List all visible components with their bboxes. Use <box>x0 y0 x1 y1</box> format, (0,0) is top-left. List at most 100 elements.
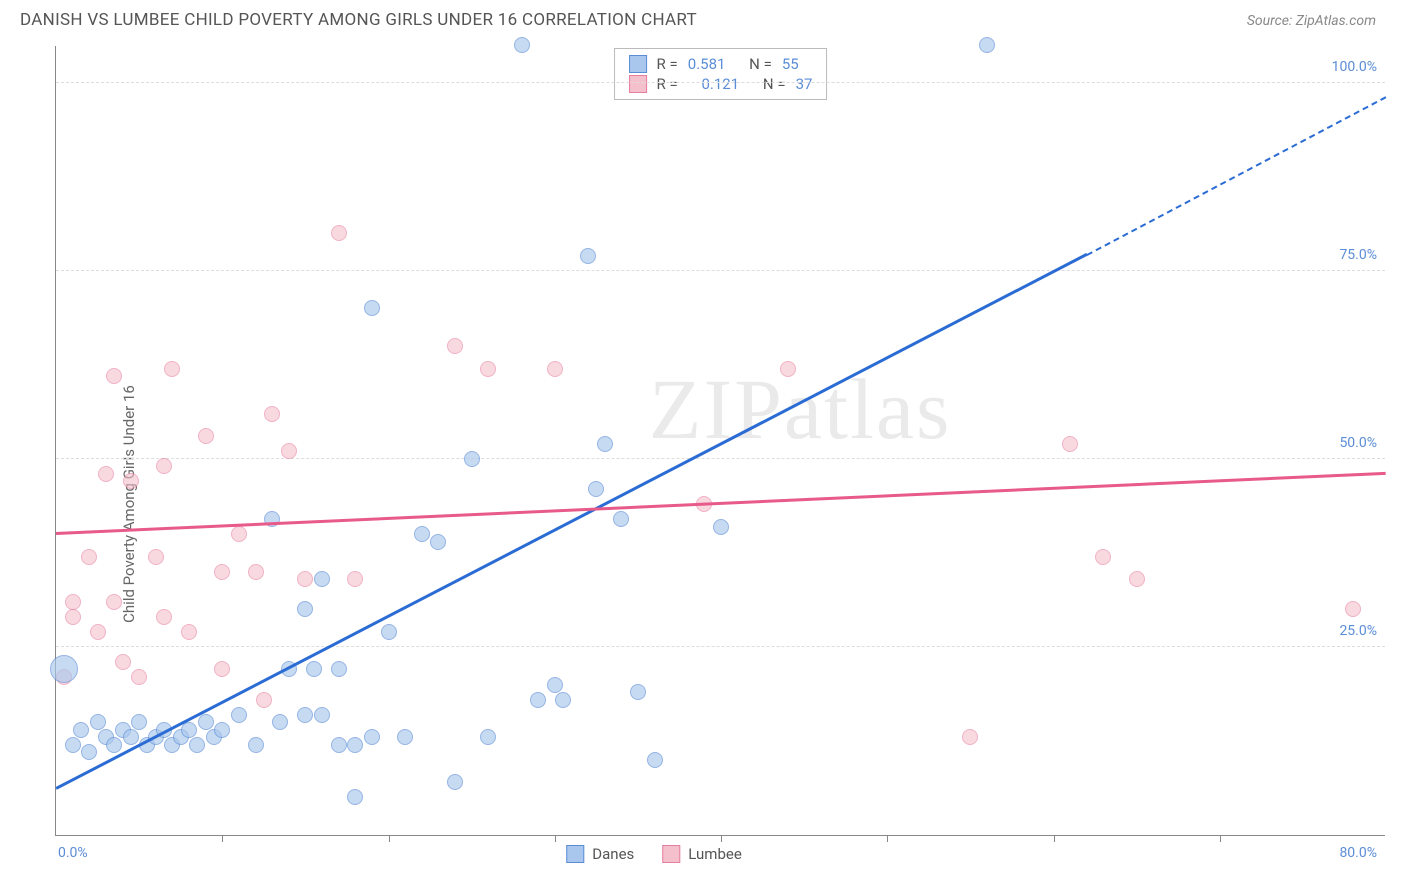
legend-item-danes: Danes <box>566 845 634 863</box>
trendline-danes-extrapolated <box>1086 96 1386 256</box>
data-point-danes <box>248 737 264 753</box>
legend-label-lumbee: Lumbee <box>688 845 742 863</box>
data-point-danes <box>414 526 430 542</box>
data-point-danes <box>106 737 122 753</box>
data-point-danes <box>630 684 646 700</box>
data-point-danes <box>381 624 397 640</box>
x-tick <box>389 835 390 842</box>
stats-r-danes: 0.581 <box>688 55 726 73</box>
data-point-lumbee <box>65 594 81 610</box>
x-tick <box>1220 835 1221 842</box>
swatch-lumbee-icon <box>662 845 680 863</box>
data-point-danes <box>81 744 97 760</box>
data-point-lumbee <box>480 361 496 377</box>
data-point-danes <box>397 729 413 745</box>
data-point-lumbee <box>81 549 97 565</box>
data-point-lumbee <box>1095 549 1111 565</box>
data-point-lumbee <box>264 406 280 422</box>
data-point-lumbee <box>131 669 147 685</box>
data-point-lumbee <box>347 571 363 587</box>
data-point-danes <box>314 571 330 587</box>
gridline <box>56 270 1385 271</box>
chart-title: DANISH VS LUMBEE CHILD POVERTY AMONG GIR… <box>20 10 697 30</box>
data-point-danes <box>297 707 313 723</box>
data-point-lumbee <box>447 338 463 354</box>
data-point-lumbee <box>1062 436 1078 452</box>
x-tick-label-max: 80.0% <box>1339 845 1377 861</box>
data-point-danes <box>272 714 288 730</box>
data-point-danes <box>530 692 546 708</box>
data-point-lumbee <box>297 571 313 587</box>
gridline <box>56 646 1385 647</box>
data-point-danes <box>214 722 230 738</box>
data-point-lumbee <box>281 443 297 459</box>
data-point-lumbee <box>106 594 122 610</box>
data-point-danes <box>181 722 197 738</box>
data-point-danes <box>464 451 480 467</box>
data-point-lumbee <box>1345 601 1361 617</box>
data-point-danes <box>364 729 380 745</box>
watermark: ZIPatlas <box>649 359 952 459</box>
data-point-danes <box>979 37 995 53</box>
stats-n-danes: 55 <box>782 55 799 73</box>
data-point-danes <box>189 737 205 753</box>
data-point-lumbee <box>106 368 122 384</box>
legend: Danes Lumbee <box>566 845 742 863</box>
chart-container: Child Poverty Among Girls Under 16 ZIPat… <box>0 36 1406 886</box>
data-point-lumbee <box>198 428 214 444</box>
data-point-danes <box>480 729 496 745</box>
data-point-lumbee <box>1129 571 1145 587</box>
data-point-lumbee <box>181 624 197 640</box>
data-point-lumbee <box>231 526 247 542</box>
stats-n-label: N = <box>763 75 786 93</box>
data-point-danes <box>447 774 463 790</box>
data-point-danes <box>430 534 446 550</box>
data-point-danes <box>231 707 247 723</box>
data-point-danes <box>613 511 629 527</box>
data-point-danes <box>347 789 363 805</box>
swatch-danes-icon <box>629 55 647 73</box>
x-tick <box>721 835 722 842</box>
data-point-danes <box>73 722 89 738</box>
y-tick-label: 50.0% <box>1339 435 1377 451</box>
data-point-lumbee <box>115 654 131 670</box>
data-point-danes <box>297 601 313 617</box>
x-tick-label-min: 0.0% <box>58 845 88 861</box>
stats-row-lumbee: R = 0.121 N = 37 <box>629 75 813 93</box>
x-tick <box>555 835 556 842</box>
data-point-danes <box>50 655 78 683</box>
data-point-danes <box>314 707 330 723</box>
data-point-danes <box>555 692 571 708</box>
data-point-lumbee <box>164 361 180 377</box>
data-point-danes <box>331 661 347 677</box>
data-point-lumbee <box>123 473 139 489</box>
data-point-danes <box>588 481 604 497</box>
stats-n-lumbee: 37 <box>796 75 813 93</box>
data-point-danes <box>123 729 139 745</box>
y-tick-label: 100.0% <box>1332 59 1377 75</box>
data-point-danes <box>514 37 530 53</box>
data-point-danes <box>364 300 380 316</box>
gridline <box>56 82 1385 83</box>
data-point-danes <box>580 248 596 264</box>
correlation-stats-box: R = 0.581 N = 55 R = 0.121 N = 37 <box>614 48 828 100</box>
data-point-danes <box>713 519 729 535</box>
source-attribution: Source: ZipAtlas.com <box>1247 13 1376 29</box>
data-point-danes <box>90 714 106 730</box>
data-point-lumbee <box>256 692 272 708</box>
legend-item-lumbee: Lumbee <box>662 845 742 863</box>
data-point-lumbee <box>156 458 172 474</box>
x-tick <box>1054 835 1055 842</box>
data-point-danes <box>131 714 147 730</box>
trendline-danes <box>55 253 1087 789</box>
data-point-lumbee <box>148 549 164 565</box>
stats-r-label: R = <box>657 55 678 73</box>
y-tick-label: 75.0% <box>1339 247 1377 263</box>
data-point-danes <box>65 737 81 753</box>
data-point-lumbee <box>90 624 106 640</box>
data-point-danes <box>198 714 214 730</box>
plot-area: ZIPatlas R = 0.581 N = 55 R = 0.121 N = … <box>55 46 1385 836</box>
y-tick-label: 25.0% <box>1339 623 1377 639</box>
gridline <box>56 458 1385 459</box>
stats-n-label: N = <box>749 55 772 73</box>
